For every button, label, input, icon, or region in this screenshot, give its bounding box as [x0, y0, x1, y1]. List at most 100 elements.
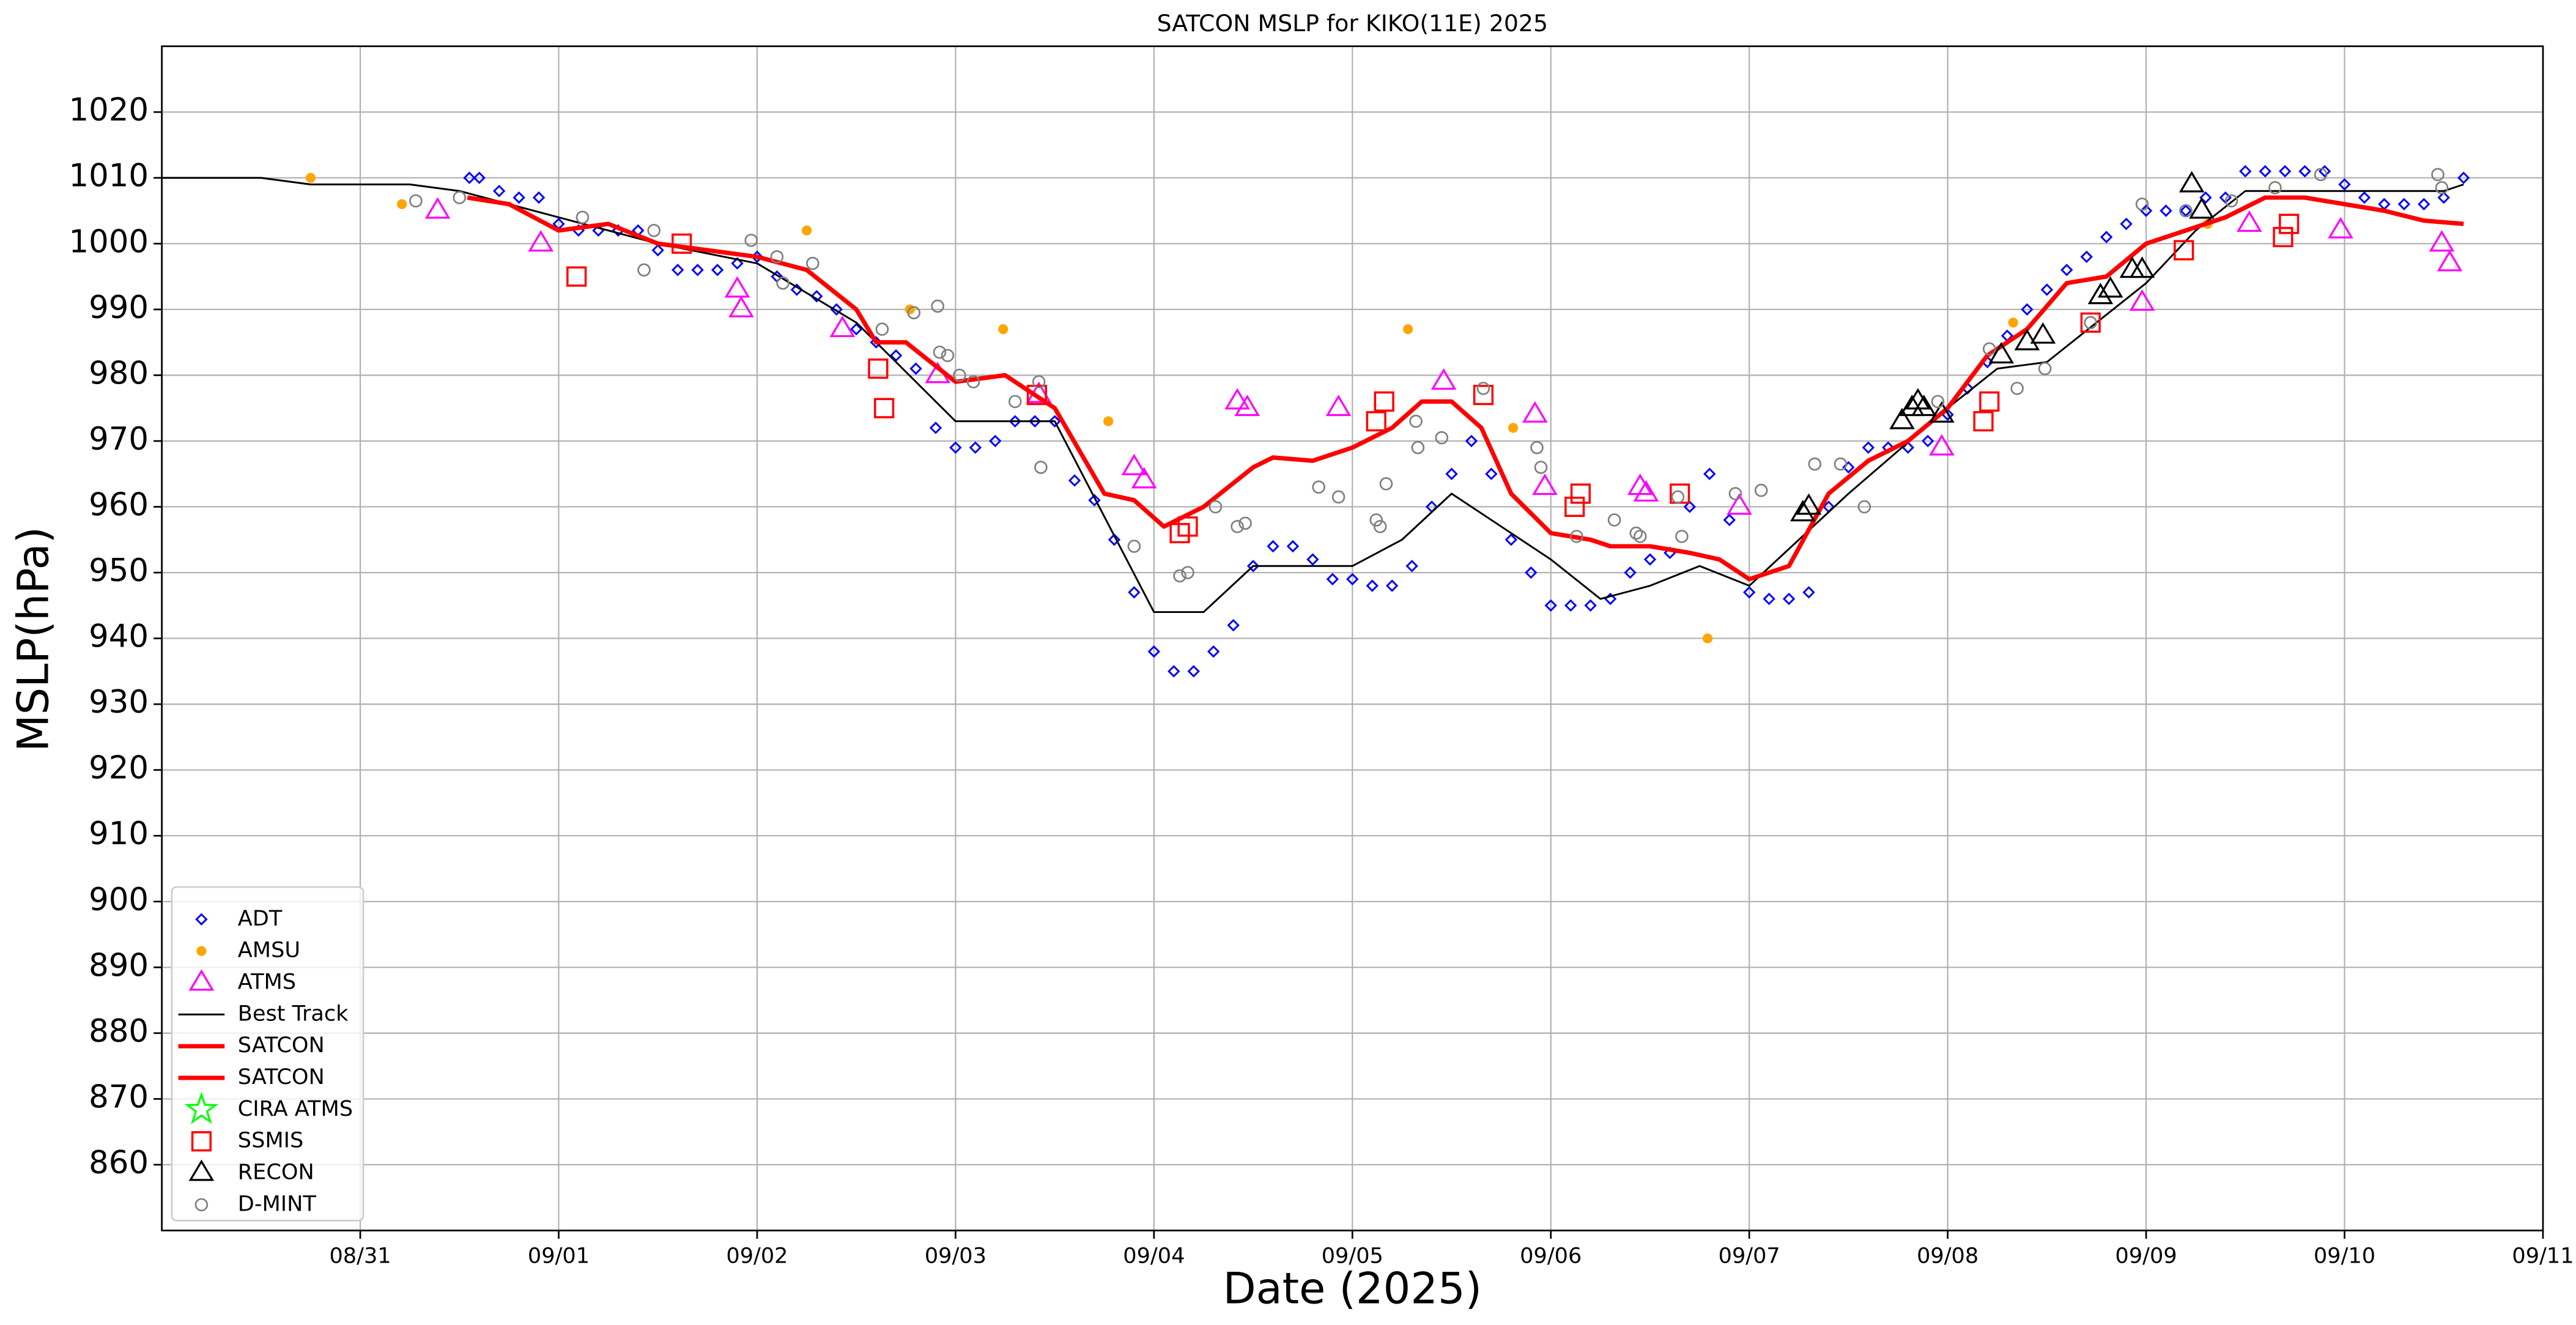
square-marker: [566, 266, 587, 287]
circle-marker: [770, 250, 784, 264]
circle-marker: [966, 375, 980, 388]
legend-label: RECON: [238, 1160, 314, 1185]
y-tick-label: 900: [89, 881, 149, 918]
circle-marker: [1629, 526, 1643, 540]
diamond-marker: [1643, 553, 1657, 566]
legend-marker: [184, 1091, 219, 1124]
diamond-marker: [2437, 191, 2450, 204]
diamond-marker: [1584, 599, 1597, 612]
diamond-marker: [1048, 415, 1061, 428]
dot-marker: [2008, 317, 2018, 328]
square-marker: [1169, 522, 1190, 544]
circle-marker: [1982, 342, 1996, 356]
y-tick-label: 970: [89, 421, 149, 458]
square-marker: [873, 398, 895, 418]
diamond-marker: [929, 421, 942, 434]
y-tick-label: 920: [89, 750, 149, 787]
legend-marker: [188, 969, 215, 991]
diamond-marker: [909, 362, 922, 375]
square-marker: [672, 233, 692, 254]
triangle-marker: [1988, 342, 2015, 364]
triangle-marker: [1532, 473, 1558, 495]
circle-marker: [647, 223, 661, 237]
diamond-marker: [731, 257, 744, 270]
circle-marker: [2268, 181, 2282, 195]
legend-marker: [195, 913, 208, 926]
square-marker: [1177, 516, 1198, 537]
circle-marker: [805, 256, 820, 270]
legend-label: ADT: [238, 906, 283, 931]
triangle-marker: [1911, 395, 1937, 417]
circle-marker: [1808, 457, 1822, 471]
triangle-marker: [1796, 493, 1822, 515]
triangle-marker: [1234, 395, 1260, 417]
circle-marker: [1231, 519, 1244, 533]
triangle-marker: [424, 197, 451, 219]
square-marker: [1026, 385, 1048, 406]
diamond-marker: [1802, 586, 1815, 599]
diamond-marker: [492, 185, 506, 198]
triangle-marker: [1325, 395, 1352, 417]
x-tick-label: 09/09: [2115, 1244, 2177, 1269]
diamond-marker: [2418, 198, 2430, 210]
circle-marker: [1181, 566, 1194, 579]
diamond-marker: [1842, 461, 1855, 474]
triangle-marker: [2429, 230, 2455, 252]
diamond-marker: [1525, 566, 1538, 579]
diamond-marker: [1306, 553, 1319, 566]
diamond-marker: [949, 441, 962, 454]
diamond-marker: [1028, 415, 1042, 428]
circle-marker: [744, 234, 758, 247]
triangle-marker: [2328, 217, 2353, 239]
legend-marker: [188, 1159, 215, 1181]
diamond-marker: [2298, 165, 2311, 178]
triangle-marker: [2030, 322, 2056, 344]
y-tick-label: 860: [89, 1145, 149, 1181]
circle-marker: [2084, 316, 2098, 330]
triangle-marker: [2189, 197, 2215, 219]
diamond-marker: [532, 191, 546, 204]
y-axis-label: MSLP(hPa): [8, 527, 58, 752]
diamond-marker: [1068, 474, 1081, 487]
square-marker: [1473, 385, 1494, 406]
triangle-marker: [1121, 453, 1147, 475]
diamond-marker: [1227, 618, 1240, 632]
diamond-marker: [1544, 599, 1557, 612]
diamond-marker: [989, 434, 1002, 448]
square-marker: [868, 358, 889, 379]
y-tick-label: 880: [89, 1013, 149, 1050]
diamond-marker: [2060, 264, 2073, 277]
triangle-marker: [1522, 401, 1548, 423]
diamond-marker: [1246, 560, 1260, 573]
diamond-marker: [1009, 415, 1021, 428]
legend-label: AMSU: [238, 938, 300, 963]
diamond-marker: [691, 264, 704, 277]
diamond-marker: [2397, 198, 2411, 210]
triangle-marker: [1633, 480, 1659, 502]
triangle-marker: [1790, 500, 1816, 522]
dot-marker: [1103, 416, 1114, 426]
circle-marker: [2038, 362, 2052, 376]
diamond-marker: [671, 264, 684, 277]
triangle-marker: [2097, 276, 2123, 298]
diamond-marker: [1445, 467, 1458, 480]
diamond-marker: [1782, 592, 1796, 606]
diamond-marker: [1366, 579, 1379, 592]
dot-marker: [1508, 423, 1519, 433]
circle-marker: [2010, 382, 2024, 395]
square-marker: [2273, 226, 2293, 248]
square-marker: [1570, 483, 1591, 504]
triangle-marker: [1224, 388, 1250, 410]
circle-marker: [1633, 530, 1647, 543]
diamond-marker: [1088, 494, 1101, 507]
legend-marker: [194, 1198, 209, 1212]
circle-marker: [941, 349, 955, 362]
x-tick-label: 08/31: [329, 1244, 391, 1269]
circle-marker: [875, 322, 889, 336]
triangle-marker: [1430, 368, 1457, 390]
circle-marker: [409, 194, 423, 208]
diamond-marker: [810, 290, 823, 303]
circle-marker: [931, 299, 944, 313]
